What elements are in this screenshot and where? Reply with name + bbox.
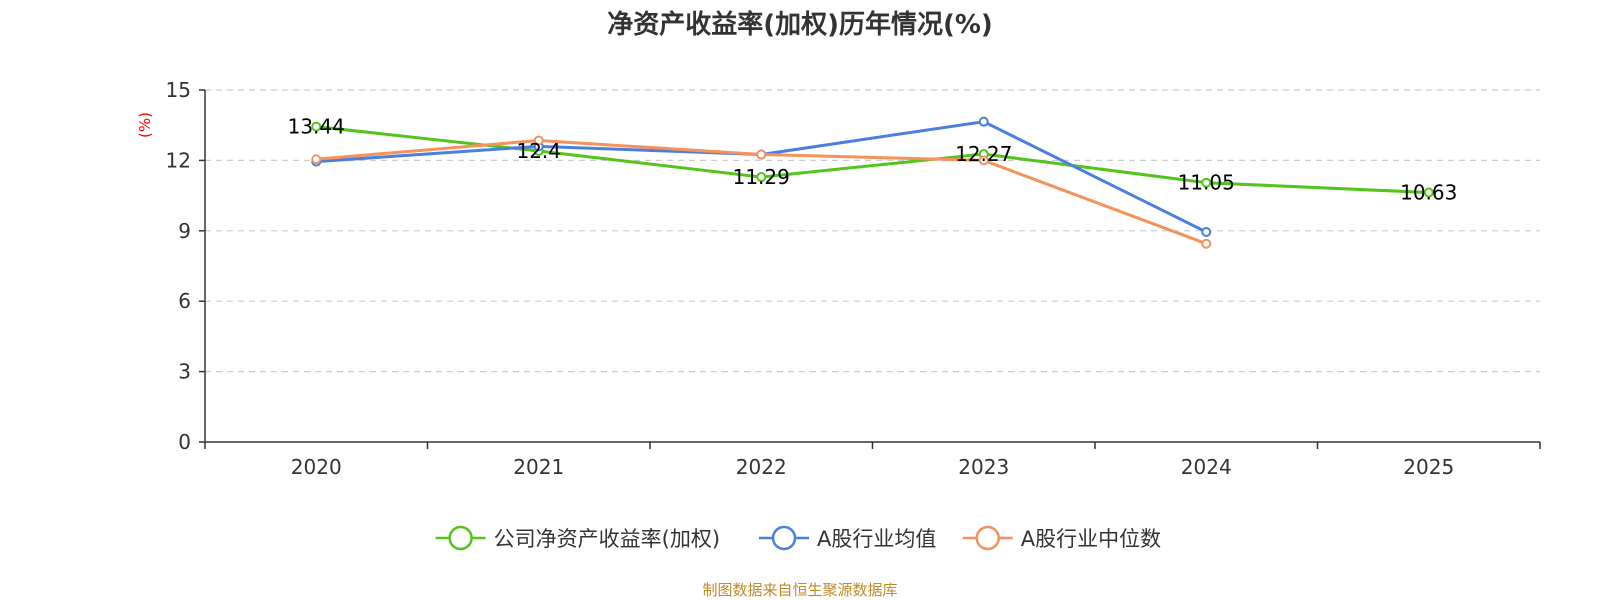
x-tick-label: 2020: [291, 455, 342, 479]
data-point[interactable]: [756, 172, 767, 183]
gridlines: [205, 89, 1540, 373]
x-tick-label: 2024: [1181, 455, 1232, 479]
y-tick-label: 9: [178, 219, 191, 243]
y-tick-label: 15: [166, 78, 191, 102]
data-point[interactable]: [1423, 187, 1434, 198]
series-lines: [316, 120, 1429, 246]
x-tick-label: 2023: [958, 455, 1009, 479]
data-label: 12.27: [955, 142, 1012, 166]
legend-item-1[interactable]: A股行业均值: [759, 525, 936, 551]
x-tick-label: 2022: [736, 455, 787, 479]
legend-marker: [975, 525, 1000, 551]
legend-item-0[interactable]: 公司净资产收益率(加权): [435, 525, 720, 551]
data-label: 12.4: [516, 139, 561, 163]
legend-marker: [448, 525, 473, 551]
data-point[interactable]: [756, 149, 767, 160]
legend-label: A股行业均值: [817, 527, 936, 551]
legend-marker: [771, 525, 797, 551]
y-axis-label: (%): [136, 112, 154, 138]
data-point[interactable]: [978, 116, 989, 127]
x-tick-label: 2021: [513, 455, 564, 479]
y-tick-label: 0: [178, 430, 191, 454]
x-tick-label: 2025: [1403, 455, 1454, 479]
data-label: 11.29: [733, 165, 790, 189]
series-line-0: [316, 125, 1429, 195]
data-point[interactable]: [533, 135, 544, 146]
legend-label: 公司净资产收益率(加权): [494, 527, 720, 551]
data-point[interactable]: [311, 121, 322, 132]
data-labels: 13.44 12.4 11.29 12.27 11.05 10.63: [288, 115, 1458, 205]
series-points: [311, 116, 1434, 249]
data-label: 13.44: [288, 115, 345, 139]
data-label: 10.63: [1400, 181, 1457, 205]
data-point[interactable]: [1201, 177, 1212, 188]
data-point[interactable]: [1201, 226, 1212, 237]
data-point[interactable]: [1201, 238, 1212, 249]
chart-title: 净资产收益率(加权)历年情况(%): [607, 9, 993, 40]
legend-item-2[interactable]: A股行业中位数: [962, 525, 1161, 551]
axes: 0 3 6 9 12 15 2020 2021 2022 2023 2024 2025: [166, 78, 1541, 479]
y-tick-label: 3: [178, 360, 191, 384]
source-note: 制图数据来自恒生聚源数据库: [702, 581, 897, 599]
data-point[interactable]: [311, 154, 322, 165]
legend[interactable]: 公司净资产收益率(加权) A股行业均值 A股行业中位数: [435, 525, 1161, 551]
y-tick-label: 6: [178, 289, 191, 313]
legend-label: A股行业中位数: [1021, 527, 1161, 551]
data-label: 11.05: [1178, 171, 1235, 195]
data-point[interactable]: [978, 155, 989, 166]
y-tick-label: 12: [166, 148, 191, 172]
